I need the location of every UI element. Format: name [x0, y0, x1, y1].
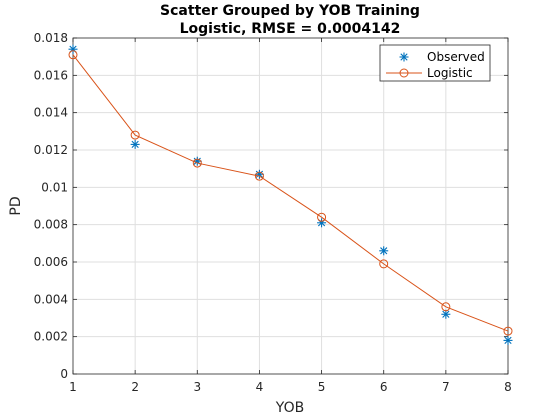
legend-marker-observed	[399, 52, 409, 62]
y-tick-label: 0.01	[41, 180, 68, 194]
x-tick-label: 5	[318, 380, 326, 394]
legend-marker-logistic	[386, 68, 422, 78]
data-point-observed	[379, 246, 389, 256]
legend-symbol-observed	[399, 52, 409, 62]
legend-entry-logistic: Logistic	[386, 66, 473, 80]
data-point-logistic	[254, 171, 264, 181]
data-point-logistic	[379, 259, 389, 269]
data-point-observed	[130, 139, 140, 149]
y-tick-label: 0	[60, 367, 68, 381]
plot-background	[73, 38, 508, 374]
y-tick-label: 0.006	[34, 255, 68, 269]
asterisk-stroke	[400, 53, 408, 61]
x-tick-label: 3	[193, 380, 201, 394]
asterisk-stroke	[255, 170, 264, 178]
x-tick-label: 4	[256, 380, 264, 394]
y-axis-label: PD	[8, 196, 24, 215]
x-tick-label: 7	[442, 380, 450, 394]
x-tick-label: 6	[380, 380, 388, 394]
legend: Observed Logistic	[379, 44, 491, 82]
chart-title-line-1: Scatter Grouped by YOB Training	[160, 3, 420, 19]
y-tick-label: 0.014	[34, 106, 68, 120]
data-point-logistic	[192, 158, 202, 168]
series-line-logistic	[72, 54, 509, 332]
asterisk-stroke	[380, 247, 388, 255]
legend-box	[379, 44, 491, 82]
asterisk-stroke	[504, 336, 512, 345]
x-tick-label: 2	[131, 380, 139, 394]
legend-label-logistic: Logistic	[427, 66, 473, 80]
data-point-logistic	[68, 50, 78, 60]
x-tick-label: 8	[504, 380, 512, 394]
y-tick-label: 0.008	[34, 218, 68, 232]
asterisk-stroke	[131, 140, 139, 149]
y-tick-label: 0.002	[34, 330, 68, 344]
data-point-logistic	[503, 326, 513, 336]
data-point-logistic	[130, 130, 140, 140]
legend-entry-observed: Observed	[399, 50, 485, 64]
y-tick-label: 0.016	[34, 68, 68, 82]
x-axis-label: YOB	[275, 400, 304, 416]
data-point-logistic	[441, 302, 451, 312]
asterisk-stroke	[193, 157, 201, 165]
y-tick-label: 0.012	[34, 143, 68, 157]
chart-title-line-2: Logistic, RMSE = 0.0004142	[180, 21, 401, 37]
asterisk-stroke	[442, 310, 450, 318]
y-tick-label: 0.004	[34, 292, 68, 306]
x-tick-label: 1	[69, 380, 77, 394]
legend-label-observed: Observed	[427, 50, 485, 64]
legend-symbol-logistic	[399, 68, 409, 78]
y-tick-label: 0.018	[34, 31, 68, 45]
data-point-observed	[503, 335, 513, 345]
plot-area: 1 2 3 4 5 6 7 8 0 0.002 0.004 0.006 0.008 0.01 0.012 0.…	[34, 31, 513, 394]
data-point-logistic	[317, 212, 327, 222]
axes-box	[72, 37, 509, 375]
data-point-observed	[254, 169, 264, 179]
